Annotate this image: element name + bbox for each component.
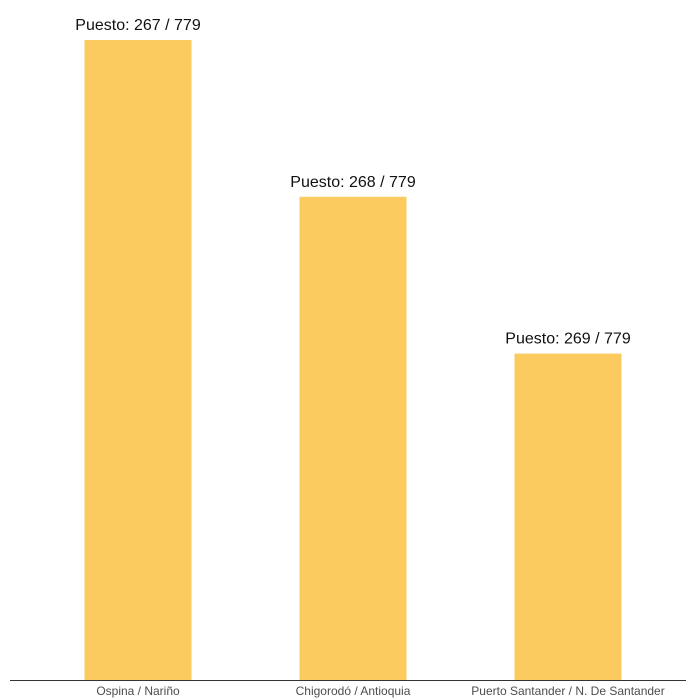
- bar-2: [299, 196, 407, 681]
- x-tick-label-3: Puerto Santander / N. De Santander: [471, 684, 664, 698]
- x-tick-label-1: Ospina / Nariño: [96, 684, 180, 698]
- bar-3: [514, 353, 622, 680]
- bar-value-label-2: Puesto: 268 / 779: [290, 174, 416, 191]
- bar-value-label-1: Puesto: 267 / 779: [75, 17, 201, 34]
- bars-group: [84, 40, 622, 681]
- x-tick-label-2: Chigorodó / Antioquia: [296, 684, 411, 698]
- data-labels-group: Puesto: 267 / 779 Puesto: 268 / 779 Puesto…: [75, 17, 631, 348]
- bar-value-label-3: Puesto: 269 / 779: [505, 331, 631, 348]
- x-tick-labels-group: Ospina / Nariño Chigorodó / Antioquia Puer…: [96, 684, 664, 698]
- bar-1: [84, 40, 192, 680]
